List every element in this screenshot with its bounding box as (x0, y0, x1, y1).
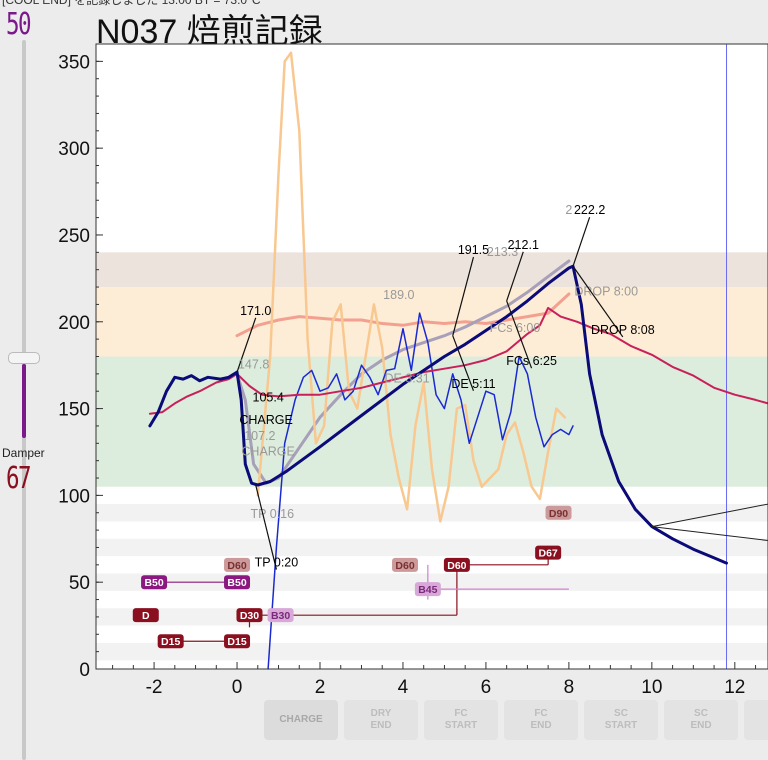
annotation-label: 2 (565, 203, 572, 217)
cool-leader (651, 503, 768, 528)
annotation-leader (506, 300, 533, 369)
y-tick-label: 200 (58, 313, 90, 334)
annotation-label: CHARGE (239, 413, 292, 427)
phase-band (96, 252, 768, 288)
damper-slider-handle[interactable] (8, 352, 40, 364)
event-stripe (96, 504, 768, 522)
event-marker-label: B50 (144, 577, 163, 589)
annotation-label: TP 0:20 (255, 556, 299, 570)
annotation-label: 189.0 (383, 288, 414, 302)
annotation-leader (255, 484, 278, 570)
event-marker-label: B45 (418, 584, 437, 596)
event-marker-box (545, 505, 572, 520)
more-button[interactable] (744, 700, 768, 740)
annotation-label: 191.5 (458, 243, 489, 257)
annotation-leader (506, 251, 524, 302)
event-marker-box (141, 575, 168, 590)
annotation-leader (452, 335, 475, 391)
annotation-leader (236, 317, 257, 373)
annotation-label: 147.8 (238, 358, 269, 372)
cool-leader (651, 526, 768, 542)
y-tick-label: 350 (58, 52, 90, 73)
sc-start-button[interactable]: SC START (584, 700, 658, 740)
series-bt (148, 264, 728, 565)
x-tick-label: 10 (641, 677, 662, 698)
event-marker-label: D90 (549, 508, 568, 520)
y-tick-label: 0 (79, 660, 90, 681)
event-marker-box (443, 557, 470, 572)
event-marker-box (224, 634, 251, 649)
event-marker-box (224, 575, 251, 590)
event-marker-label: D (142, 610, 150, 622)
event-marker-label: D30 (240, 610, 259, 622)
annotation-label: DE 5:11 (451, 377, 495, 391)
event-marker-box (236, 608, 263, 623)
event-marker-box (267, 608, 294, 623)
annotation-leader (572, 265, 624, 338)
y-tick-label: 300 (58, 139, 90, 160)
annotation-label: 105.4 (253, 391, 284, 405)
sidebar: [COOL END] を記録しました 13:00 BT = 73.0°C 50 … (0, 0, 261, 760)
event-marker-label: B50 (227, 577, 246, 589)
series-ror_bg (256, 51, 566, 523)
y-tick-label: 150 (58, 400, 90, 421)
annotation-leader (452, 256, 475, 336)
x-tick-label: 0 (232, 677, 243, 698)
annotation-label: FCs 6:00 (490, 321, 541, 335)
x-tick-label: 8 (564, 677, 575, 698)
event-marker-label: D60 (447, 560, 466, 572)
event-marker-label: D15 (227, 636, 246, 648)
damper-value-display: 67 (6, 461, 32, 496)
y-tick-label: 50 (69, 573, 90, 594)
fc-start-button[interactable]: FC START (424, 700, 498, 740)
event-marker-box (414, 582, 441, 597)
annotation-label: 222.2 (574, 203, 605, 217)
event-stripe (96, 538, 768, 557)
x-tick-label: -2 (146, 677, 163, 698)
dry-end-button[interactable]: DRY END (344, 700, 418, 740)
annotation-leader (572, 216, 591, 267)
y-tick-label: 250 (58, 226, 90, 247)
x-tick-label: 12 (724, 677, 745, 698)
series-ror_bt (267, 312, 574, 670)
annotation-label: DROP 8:00 (574, 285, 638, 299)
annotation-label: DE 3:31 (385, 372, 430, 386)
event-marker-label: D60 (395, 560, 414, 572)
annotation-label: 213.3 (487, 245, 518, 259)
series-bg_bt (235, 259, 571, 485)
event-marker-label: D67 (539, 548, 558, 560)
charge-button[interactable]: CHARGE (264, 700, 338, 740)
x-tick-label: 4 (398, 677, 409, 698)
event-marker-label: D15 (161, 636, 180, 648)
x-tick-label: 6 (481, 677, 492, 698)
sc-end-button[interactable]: SC END (664, 700, 738, 740)
x-tick-label: 2 (315, 677, 326, 698)
event-stripe (96, 608, 768, 626)
fc-end-button[interactable]: FC END (504, 700, 578, 740)
status-message: [COOL END] を記録しました 13:00 BT = 73.0°C (2, 0, 261, 7)
event-marker-box (157, 634, 184, 649)
event-marker-box (535, 545, 562, 560)
annotation-label: 107.2 (244, 429, 275, 443)
damper-slider-fill (22, 364, 26, 438)
annotation-label: TP 0:16 (251, 507, 295, 521)
annotation-label: 171.0 (240, 304, 271, 318)
annotation-label: DROP 8:08 (591, 323, 655, 337)
event-marker-label: B30 (271, 610, 290, 622)
event-stripe (96, 642, 768, 661)
annotation-label: 212.1 (508, 238, 539, 252)
top-value-display: 50 (6, 7, 32, 42)
y-tick-label: 100 (58, 486, 90, 507)
damper-label: Damper (2, 446, 45, 460)
event-marker-box (392, 557, 419, 572)
series-et (148, 306, 768, 415)
roast-chart: D15 D15 D30 B30 D B50 B50 D60 D60 D60 B45 D67 D90 17… (58, 43, 768, 698)
event-marker-label: D60 (227, 560, 246, 572)
event-marker-box (132, 608, 159, 623)
event-marker-box (224, 557, 251, 572)
annotation-label: FCs 6:25 (506, 354, 557, 368)
annotation-label: CHARGE (241, 444, 294, 458)
